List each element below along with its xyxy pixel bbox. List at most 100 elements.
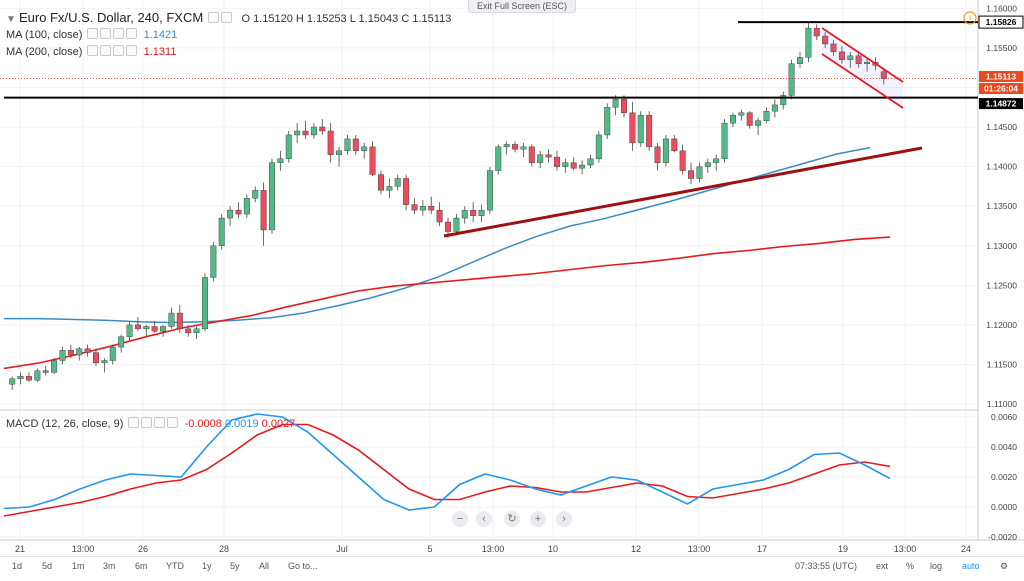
reset-icon[interactable]: ↻	[504, 511, 520, 527]
candle[interactable]	[612, 95, 619, 116]
candle[interactable]	[210, 241, 217, 282]
candle[interactable]	[629, 101, 636, 151]
channel-lower-line[interactable]	[821, 53, 904, 109]
candle[interactable]	[679, 144, 686, 175]
candle[interactable]	[411, 198, 418, 215]
zoom-out-icon[interactable]: −	[452, 511, 468, 527]
candle[interactable]	[302, 120, 309, 139]
candle[interactable]	[403, 174, 410, 211]
candle[interactable]	[294, 123, 301, 143]
candle[interactable]	[227, 206, 234, 226]
timeframe-3m[interactable]: 3m	[103, 561, 116, 571]
scroll-right-icon[interactable]: ›	[556, 511, 572, 527]
zoom-in-icon[interactable]: +	[530, 511, 546, 527]
settings-icon[interactable]	[100, 45, 112, 56]
settings-icon[interactable]	[221, 12, 233, 23]
candle[interactable]	[864, 57, 871, 72]
channel-upper-line[interactable]	[821, 27, 904, 83]
goto-button[interactable]: Go to...	[288, 561, 318, 571]
candle[interactable]	[336, 146, 343, 167]
timeframe-5y[interactable]: 5y	[230, 561, 240, 571]
candle[interactable]	[537, 150, 544, 169]
candle[interactable]	[143, 324, 150, 337]
candle[interactable]	[84, 344, 91, 357]
candle[interactable]	[797, 51, 803, 68]
candle[interactable]	[193, 326, 200, 340]
timeframe-1y[interactable]: 1y	[202, 561, 212, 571]
eye-icon[interactable]	[87, 45, 99, 56]
candle[interactable]	[17, 372, 24, 385]
candle[interactable]	[654, 142, 661, 171]
candle[interactable]	[419, 199, 426, 216]
candle[interactable]	[126, 320, 133, 341]
settings-icon[interactable]	[141, 417, 153, 428]
percent-toggle[interactable]: %	[906, 561, 915, 571]
candle[interactable]	[327, 123, 334, 163]
ext-toggle[interactable]: ext	[876, 561, 889, 571]
candle[interactable]	[235, 202, 242, 219]
log-toggle[interactable]: log	[930, 561, 943, 571]
timeframe-1d[interactable]: 1d	[12, 561, 23, 571]
auto-toggle[interactable]: auto	[962, 561, 980, 571]
candle[interactable]	[780, 91, 787, 110]
candle[interactable]	[277, 150, 284, 171]
candle[interactable]	[25, 372, 32, 382]
more-icon[interactable]	[126, 28, 138, 39]
candle[interactable]	[185, 324, 192, 337]
timeframe-1m[interactable]: 1m	[72, 561, 85, 571]
candle[interactable]	[168, 307, 175, 329]
candle[interactable]	[696, 162, 703, 183]
candle[interactable]	[579, 160, 586, 175]
candle[interactable]	[746, 111, 753, 129]
candle[interactable]	[704, 158, 711, 173]
candle[interactable]	[93, 348, 99, 367]
candle[interactable]	[386, 178, 393, 199]
candle[interactable]	[453, 214, 460, 234]
candle[interactable]	[344, 134, 351, 155]
candle[interactable]	[788, 59, 795, 100]
candle[interactable]	[855, 51, 862, 68]
candle[interactable]	[495, 144, 502, 175]
candle[interactable]	[805, 22, 812, 63]
close-icon[interactable]	[113, 45, 125, 56]
candle[interactable]	[880, 67, 887, 85]
candle[interactable]	[562, 158, 569, 173]
candle[interactable]	[671, 134, 678, 153]
candle[interactable]	[721, 119, 728, 163]
candle[interactable]	[755, 117, 762, 135]
candle[interactable]	[822, 32, 829, 48]
candle[interactable]	[436, 202, 443, 226]
candle[interactable]	[604, 103, 611, 139]
candle[interactable]	[763, 107, 770, 124]
candle[interactable]	[595, 131, 602, 163]
candle[interactable]	[151, 320, 158, 333]
candle[interactable]	[9, 376, 16, 390]
candle[interactable]	[486, 166, 493, 215]
candle[interactable]	[67, 344, 74, 359]
candle[interactable]	[637, 111, 644, 147]
timeframe-6m[interactable]: 6m	[135, 561, 148, 571]
candle[interactable]	[51, 358, 58, 374]
gear-icon[interactable]: ⚙	[1000, 561, 1009, 571]
candle[interactable]	[553, 150, 560, 171]
eye-icon[interactable]	[208, 12, 220, 23]
candle[interactable]	[319, 119, 326, 135]
candle[interactable]	[34, 368, 41, 382]
candle[interactable]	[587, 154, 594, 169]
candle[interactable]	[76, 347, 83, 361]
candle[interactable]	[369, 141, 376, 177]
more-icon[interactable]	[167, 417, 179, 428]
more-icon[interactable]	[126, 45, 138, 56]
candle[interactable]	[59, 347, 66, 365]
candle[interactable]	[310, 123, 317, 139]
candle[interactable]	[470, 202, 477, 223]
candle[interactable]	[512, 141, 519, 153]
candle[interactable]	[134, 316, 141, 332]
candle[interactable]	[109, 344, 116, 365]
close-icon[interactable]	[154, 417, 166, 428]
candle[interactable]	[813, 24, 820, 40]
candle[interactable]	[688, 162, 695, 185]
scroll-left-icon[interactable]: ‹	[476, 511, 492, 527]
collapse-chevron-icon[interactable]: ▼	[6, 14, 16, 25]
